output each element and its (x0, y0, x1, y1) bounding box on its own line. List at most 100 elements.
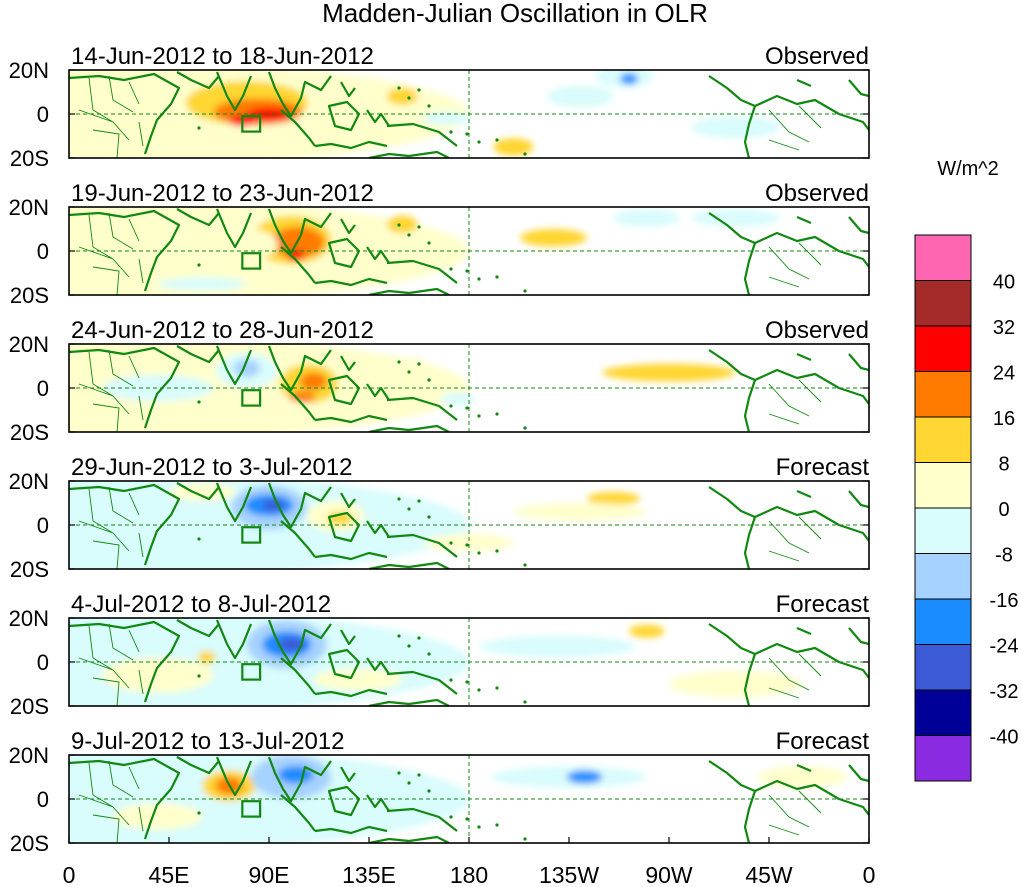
y-tick-label: 20N (9, 58, 49, 83)
anomaly-blob-10 (620, 73, 638, 85)
panel-3: 20N 0 20S 24-Jun-2012 to 28-Jun-2012 Observe… (9, 317, 870, 445)
anomaly-blob-8 (513, 503, 647, 521)
y-tick-label: 0 (37, 376, 49, 401)
colorbar-swatch (914, 325, 972, 372)
anomaly-blob-7 (586, 492, 641, 506)
anomaly-blob-7 (422, 111, 472, 125)
colorbar-label: -24 (990, 636, 1019, 658)
anomaly-blob-6 (629, 624, 665, 638)
colorbar-label: 8 (998, 454, 1009, 476)
anomaly-blob-6 (386, 215, 418, 234)
panel-period: 19-Jun-2012 to 23-Jun-2012 (71, 180, 374, 207)
anomaly-blob-8 (613, 209, 681, 227)
x-tick-label: 180 (450, 862, 488, 887)
anomaly-blob-9 (113, 803, 203, 830)
x-tick-label: 45E (149, 862, 190, 887)
panel-1: 20N 0 20S 14-Jun-2012 to 18-Jun-2012 Observe… (9, 43, 870, 171)
x-tick-label: 90E (249, 862, 290, 887)
anomaly-blob-9 (157, 277, 247, 291)
y-tick-label: 0 (37, 787, 49, 812)
y-tick-label: 20N (9, 606, 49, 631)
y-tick-label: 20S (10, 146, 49, 171)
y-tick-label: 20S (10, 694, 49, 719)
anomaly-blob-10 (313, 668, 403, 691)
anomaly-blob-3 (233, 359, 261, 378)
x-tick-label: 0 (863, 862, 876, 887)
panel-period: 4-Jul-2012 to 8-Jul-2012 (71, 591, 331, 618)
panel-period: 14-Jun-2012 to 18-Jun-2012 (71, 43, 374, 70)
panel-period: 24-Jun-2012 to 28-Jun-2012 (71, 317, 374, 344)
anomaly-field (69, 70, 869, 158)
panel-4: 20N 0 20S 29-Jun-2012 to 3-Jul-2012 Forecast (9, 454, 870, 582)
anomaly-blob-11 (546, 85, 614, 108)
panel-group: 20N 0 20S 14-Jun-2012 to 18-Jun-2012 Observe… (9, 43, 870, 856)
colorbar-swatch (914, 644, 972, 691)
colorbar-label: -8 (995, 545, 1013, 567)
colorbar-swatch (914, 416, 972, 463)
panel-status: Forecast (776, 591, 870, 618)
anomaly-blob-8 (102, 657, 214, 693)
anomaly-blob-10 (424, 533, 514, 552)
anomaly-field (69, 207, 869, 295)
anomaly-blob-7 (197, 651, 216, 665)
y-tick-label: 0 (37, 239, 49, 264)
anomaly-blob-7 (520, 229, 587, 247)
panel-period: 29-Jun-2012 to 3-Jul-2012 (71, 454, 353, 481)
x-tick-label: 135E (342, 862, 396, 887)
y-tick-label: 20N (9, 469, 49, 494)
index-box (241, 800, 262, 818)
panel-5: 20N 0 20S 4-Jul-2012 to 8-Jul-2012 Forecast (9, 591, 870, 719)
anomaly-blob-6 (289, 391, 316, 403)
colorbar-label: -16 (990, 590, 1019, 612)
colorbar-swatch (914, 598, 972, 645)
y-tick-label: 0 (37, 513, 49, 538)
y-tick-label: 0 (37, 650, 49, 675)
colorbar-swatch (914, 234, 972, 281)
colorbar-label: -32 (990, 681, 1019, 703)
anomaly-blob-9 (375, 357, 430, 375)
panel-6: 20N 0 20S 9-Jul-2012 to 13-Jul-2012 Forecast (9, 728, 870, 856)
anomaly-blob-8 (440, 392, 476, 406)
panel-status: Forecast (776, 728, 870, 755)
anomaly-blob-10 (691, 209, 781, 227)
colorbar-label: 16 (993, 408, 1015, 430)
colorbar-swatch (914, 507, 972, 554)
x-tick-label: 135W (539, 862, 599, 887)
index-box (241, 389, 262, 407)
panel-status: Observed (765, 43, 869, 70)
colorbar-swatch (914, 462, 972, 509)
x-tick-label: 45W (745, 862, 793, 887)
panel-status: Observed (765, 317, 869, 344)
panel-status: Forecast (776, 454, 870, 481)
anomaly-blob-4 (277, 637, 305, 652)
x-tick-label: 0 (63, 862, 76, 887)
index-box (241, 252, 262, 270)
colorbar-label: 40 (993, 272, 1015, 294)
anomaly-blob-10 (102, 374, 214, 402)
y-tick-label: 20S (10, 831, 49, 856)
anomaly-blob-7 (566, 770, 603, 784)
anomaly-field (69, 481, 869, 569)
colorbar-label: 0 (998, 499, 1009, 521)
anomaly-field (69, 618, 869, 706)
anomaly-blob-5 (480, 635, 636, 658)
y-tick-label: 20N (9, 332, 49, 357)
colorbar-swatch (914, 280, 972, 327)
x-axis-tick-labels: 0 45E 90E 135E 180 135W 90W 45W 0 (63, 837, 876, 887)
anomaly-blob-7 (602, 363, 736, 382)
colorbar: 40 32 24 16 8 0 -8 -16 -24 -32 -40 (914, 234, 1019, 782)
anomaly-field (69, 344, 869, 432)
panel-2: 20N 0 20S 19-Jun-2012 to 23-Jun-2012 Observe… (9, 180, 870, 308)
colorbar-units: W/m^2 (937, 158, 999, 180)
anomaly-blob-5 (300, 372, 327, 391)
colorbar-label: 24 (993, 363, 1015, 385)
colorbar-swatch (914, 371, 972, 418)
anomaly-blob-10 (357, 788, 447, 810)
anomaly-blob-12 (691, 116, 781, 139)
y-tick-label: 20S (10, 557, 49, 582)
anomaly-blob-5 (215, 229, 278, 260)
panel-status: Observed (765, 180, 869, 207)
colorbar-swatch (914, 553, 972, 600)
anomaly-field (69, 755, 869, 843)
